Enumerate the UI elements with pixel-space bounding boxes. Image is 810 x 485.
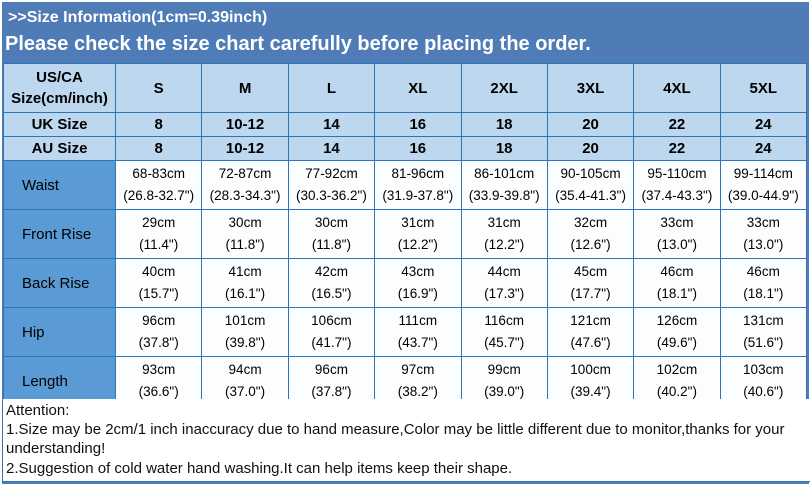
table-cell: 32cm (12.6") bbox=[546, 209, 635, 259]
table-cell: 33cm (13.0") bbox=[719, 209, 808, 259]
table-cell: 81-96cm (31.9-37.8") bbox=[374, 160, 462, 210]
table-cell: 14 bbox=[287, 136, 376, 161]
table-cell: 31cm (12.2") bbox=[460, 209, 548, 259]
table-cell: 41cm (16.1") bbox=[201, 258, 289, 308]
size-col-header: 4XL bbox=[633, 63, 721, 113]
table-cell: 96cm (37.8") bbox=[114, 307, 203, 357]
table-cell: 20 bbox=[546, 112, 635, 137]
table-cell: 14 bbox=[287, 112, 376, 137]
table-cell: 44cm (17.3") bbox=[460, 258, 548, 308]
table-cell: 46cm (18.1") bbox=[633, 258, 721, 308]
table-cell: 20 bbox=[546, 136, 635, 161]
page-subtitle: Please check the size chart carefully be… bbox=[5, 33, 591, 55]
table-cell: 72-87cm (28.3-34.3") bbox=[201, 160, 289, 210]
table-cell: 94cm (37.0") bbox=[201, 356, 289, 406]
hip-row: Hip 96cm (37.8") 101cm (39.8") 106cm (41… bbox=[3, 307, 808, 357]
table-cell: 45cm (17.7") bbox=[546, 258, 635, 308]
uk-size-row: UK Size 8 10-12 14 16 18 20 22 24 bbox=[3, 112, 808, 137]
table-cell: 24 bbox=[719, 136, 808, 161]
row-label: UK Size bbox=[3, 112, 116, 137]
table-cell: 43cm (16.9") bbox=[374, 258, 462, 308]
table-cell: 33cm (13.0") bbox=[633, 209, 721, 259]
size-col-header: 3XL bbox=[546, 63, 635, 113]
table-cell: 121cm (47.6") bbox=[546, 307, 635, 357]
table-cell: 8 bbox=[114, 112, 203, 137]
table-cell: 40cm (15.7") bbox=[114, 258, 203, 308]
table-cell: 99-114cm (39.0-44.9") bbox=[719, 160, 808, 210]
table-cell: 16 bbox=[374, 112, 462, 137]
table-cell: 29cm (11.4") bbox=[114, 209, 203, 259]
attention-note-2: 2.Suggestion of cold water hand washing.… bbox=[6, 459, 513, 477]
au-size-row: AU Size 8 10-12 14 16 18 20 22 24 bbox=[3, 136, 808, 161]
table-cell: 101cm (39.8") bbox=[201, 307, 289, 357]
table-cell: 96cm (37.8") bbox=[287, 356, 376, 406]
corner-header-cell: US/CA Size(cm/inch) bbox=[3, 63, 116, 113]
table-cell: 10-12 bbox=[201, 112, 289, 137]
table-cell: 22 bbox=[633, 136, 721, 161]
attention-section: Attention: 1.Size may be 2cm/1 inch inac… bbox=[2, 399, 810, 482]
size-col-header: 2XL bbox=[460, 63, 548, 113]
attention-note-1: 1.Size may be 2cm/1 inch inaccuracy due … bbox=[6, 421, 785, 458]
table-cell: 24 bbox=[719, 112, 808, 137]
row-label: Hip bbox=[3, 307, 116, 357]
table-cell: 111cm (43.7") bbox=[374, 307, 462, 357]
row-label: AU Size bbox=[3, 136, 116, 161]
table-cell: 30cm (11.8") bbox=[287, 209, 376, 259]
table-cell: 42cm (16.5") bbox=[287, 258, 376, 308]
table-cell: 22 bbox=[633, 112, 721, 137]
table-cell: 106cm (41.7") bbox=[287, 307, 376, 357]
attention-heading: Attention: bbox=[6, 402, 70, 419]
front-rise-row: Front Rise 29cm (11.4") 30cm (11.8") 30c… bbox=[3, 209, 808, 259]
size-col-header: S bbox=[114, 63, 203, 113]
size-col-header: 5XL bbox=[719, 63, 808, 113]
row-label: Length bbox=[3, 356, 116, 406]
size-header-row: US/CA Size(cm/inch) S M L XL 2XL 3XL 4XL… bbox=[3, 63, 808, 113]
table-cell: 131cm (51.6") bbox=[719, 307, 808, 357]
table-cell: 68-83cm (26.8-32.7") bbox=[114, 160, 203, 210]
table-cell: 126cm (49.6") bbox=[633, 307, 721, 357]
table-cell: 90-105cm (35.4-41.3") bbox=[546, 160, 635, 210]
table-cell: 95-110cm (37.4-43.3") bbox=[633, 160, 721, 210]
size-chart-table: US/CA Size(cm/inch) S M L XL 2XL 3XL 4XL… bbox=[3, 63, 808, 406]
table-cell: 16 bbox=[374, 136, 462, 161]
table-cell: 18 bbox=[460, 136, 548, 161]
table-cell: 8 bbox=[114, 136, 203, 161]
row-label: Back Rise bbox=[3, 258, 116, 308]
table-cell: 86-101cm (33.9-39.8") bbox=[460, 160, 548, 210]
row-label: Waist bbox=[3, 160, 116, 210]
table-cell: 46cm (18.1") bbox=[719, 258, 808, 308]
table-cell: 10-12 bbox=[201, 136, 289, 161]
back-rise-row: Back Rise 40cm (15.7") 41cm (16.1") 42cm… bbox=[3, 258, 808, 308]
table-cell: 18 bbox=[460, 112, 548, 137]
table-cell: 31cm (12.2") bbox=[374, 209, 462, 259]
table-cell: 30cm (11.8") bbox=[201, 209, 289, 259]
table-cell: 100cm (39.4") bbox=[546, 356, 635, 406]
size-col-header: XL bbox=[374, 63, 462, 113]
size-col-header: M bbox=[201, 63, 289, 113]
row-label: Front Rise bbox=[3, 209, 116, 259]
table-cell: 77-92cm (30.3-36.2") bbox=[287, 160, 376, 210]
page-title: >>Size Information(1cm=0.39inch) bbox=[8, 9, 268, 26]
size-col-header: L bbox=[287, 63, 376, 113]
table-cell: 99cm (39.0") bbox=[460, 356, 548, 406]
waist-row: Waist 68-83cm (26.8-32.7") 72-87cm (28.3… bbox=[3, 160, 808, 210]
table-cell: 116cm (45.7") bbox=[460, 307, 548, 357]
length-row: Length 93cm (36.6") 94cm (37.0") 96cm (3… bbox=[3, 356, 808, 406]
